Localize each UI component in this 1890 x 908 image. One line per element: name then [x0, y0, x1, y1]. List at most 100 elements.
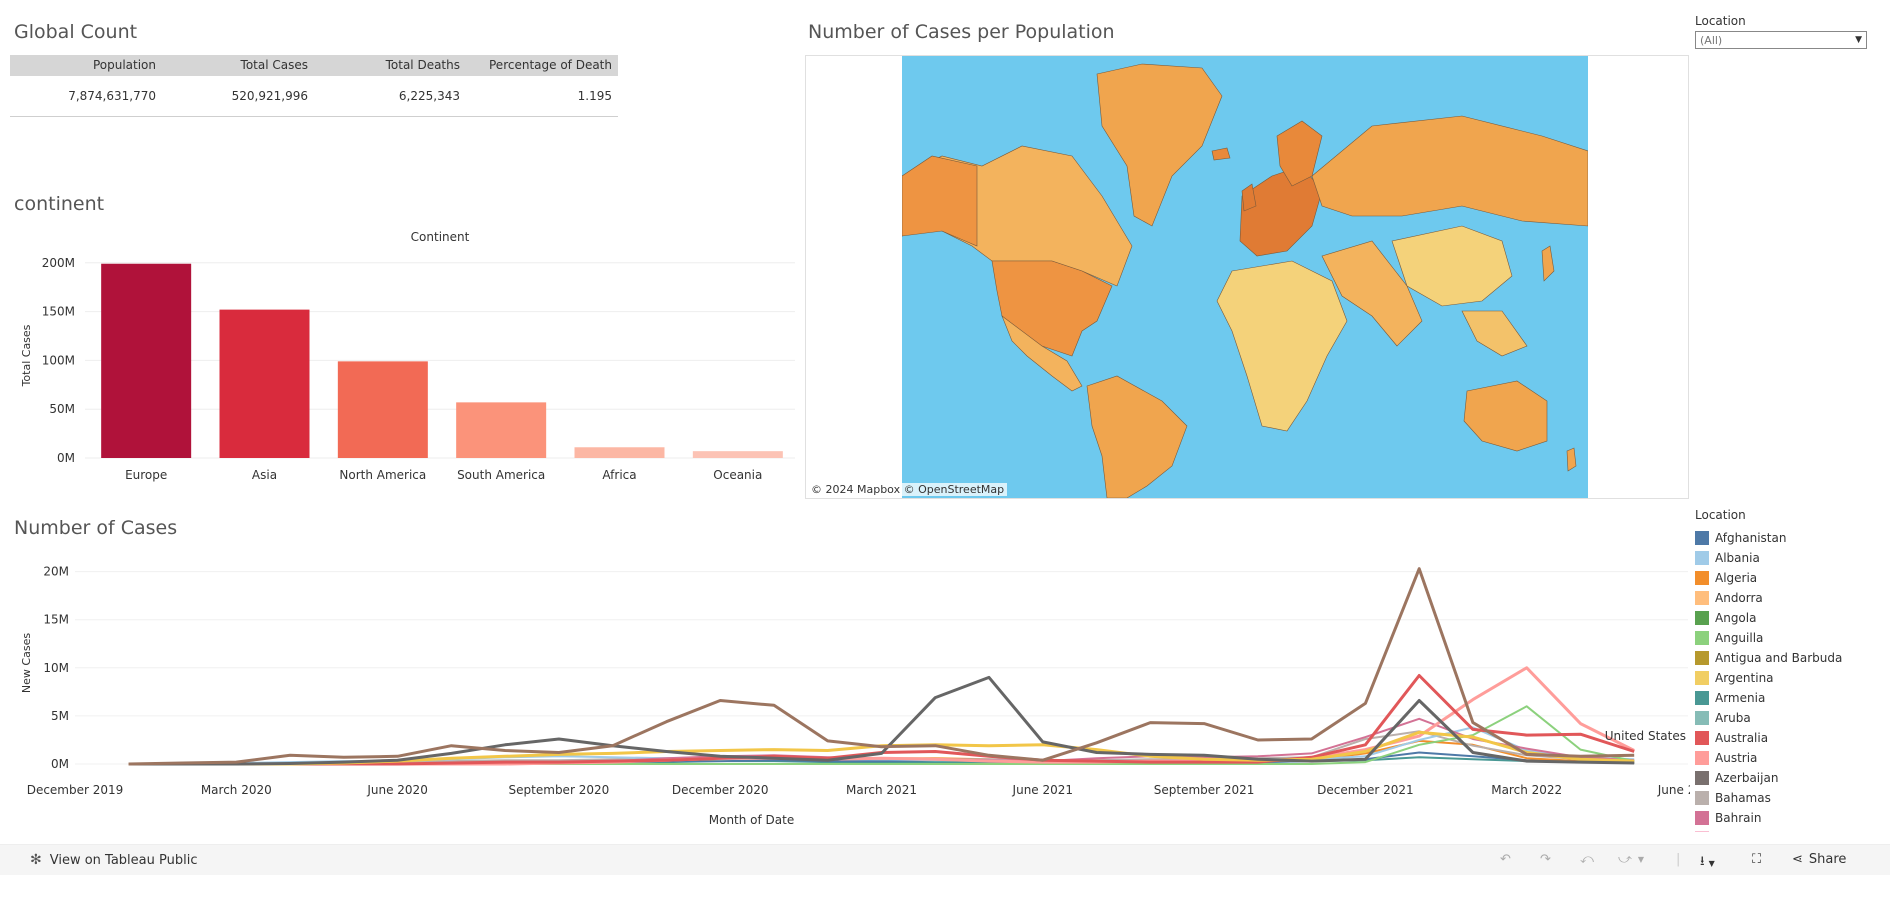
chevron-down-icon: ▼ [1637, 855, 1645, 864]
location-dropdown-value: (All) [1700, 33, 1723, 47]
revert-icon: ⤺ [1580, 852, 1594, 867]
view-on-tableau-button[interactable]: ✻ View on Tableau Public [30, 852, 197, 868]
osm-attribution[interactable]: © OpenStreetMap [903, 483, 1005, 496]
bar-category-label: Africa [602, 468, 636, 482]
russia [1311, 115, 1588, 227]
china [1391, 225, 1513, 307]
line-xtick-label: June 2021 [1012, 783, 1074, 797]
bar-africa [574, 447, 665, 458]
share-button[interactable]: ⋖ Share [1792, 852, 1846, 867]
redo-button[interactable]: ↷ [1540, 852, 1551, 867]
legend-item[interactable]: Antigua and Barbuda [1695, 648, 1875, 668]
line-annotation: United States [1605, 729, 1686, 743]
toolbar-divider: | [1676, 852, 1681, 867]
legend-item[interactable]: Angola [1695, 608, 1875, 628]
global-count-table: Population Total Cases Total Deaths Perc… [10, 55, 618, 117]
bar-category-label: South America [457, 468, 545, 482]
mapbox-attribution[interactable]: © 2024 Mapbox [811, 483, 901, 496]
legend-item[interactable]: Australia [1695, 728, 1875, 748]
location-legend: Location Afghanistan Albania Algeria Andorr… [1695, 508, 1875, 832]
legend-item[interactable]: Andorra [1695, 588, 1875, 608]
bar-category-label: Europe [125, 468, 167, 482]
legend-item-label: Azerbaijan [1715, 771, 1779, 785]
bar-chart-ylabel: Total Cases [20, 324, 33, 387]
continent-section-title: continent [14, 193, 105, 215]
bar-asia [219, 309, 310, 458]
legend-items: Afghanistan Albania Algeria Andorra Angola An… [1695, 528, 1875, 832]
view-on-tableau-label: View on Tableau Public [49, 852, 198, 868]
africa [1216, 260, 1348, 432]
legend-item[interactable]: Bahamas [1695, 788, 1875, 808]
legend-item-label: Angola [1715, 611, 1757, 625]
japan [1541, 245, 1555, 282]
legend-item[interactable]: Argentina [1695, 668, 1875, 688]
location-filter-label: Location [1695, 14, 1746, 28]
bar-oceania [692, 451, 783, 458]
bar-ytick-label: 0M [57, 451, 75, 465]
legend-item[interactable]: Armenia [1695, 688, 1875, 708]
redo-icon: ↷ [1540, 852, 1551, 867]
legend-swatch [1695, 631, 1709, 645]
line-chart-xlabel: Month of Date [709, 813, 795, 827]
legend-item-label: Albania [1715, 551, 1760, 565]
cases-per-population-map[interactable]: © 2024 Mapbox © OpenStreetMap [805, 55, 1689, 499]
legend-item[interactable]: Austria [1695, 748, 1875, 768]
line-ytick-label: 10M [43, 661, 69, 675]
bar-ytick-label: 150M [42, 305, 75, 319]
line-xtick-label: March 2020 [201, 783, 272, 797]
australia [1463, 380, 1548, 452]
legend-swatch [1695, 611, 1709, 625]
legend-item-label: Aruba [1715, 711, 1751, 725]
legend-item[interactable]: Afghanistan [1695, 528, 1875, 548]
line-xtick-label: December 2020 [672, 783, 769, 797]
legend-item-label: Algeria [1715, 571, 1758, 585]
legend-item-label: Armenia [1715, 691, 1766, 705]
refresh-button[interactable]: ⤻ ▼ [1618, 852, 1644, 867]
legend-item-label: Australia [1715, 731, 1769, 745]
alaska [902, 155, 978, 247]
legend-item[interactable]: Anguilla [1695, 628, 1875, 648]
legend-item[interactable]: Aruba [1695, 708, 1875, 728]
line-ytick-label: 5M [51, 709, 69, 723]
fullscreen-button[interactable]: ⛶ [1752, 852, 1761, 867]
greenland [1096, 63, 1223, 227]
series-australia [128, 674, 1635, 766]
location-dropdown[interactable]: (All) ▼ [1695, 31, 1867, 49]
continent-bar-chart[interactable]: Continent Total Cases 200M 150M 100M 50M 0M Eur… [0, 225, 800, 515]
legend-item[interactable]: Azerbaijan [1695, 768, 1875, 788]
series-united-states [128, 567, 1635, 766]
south-america [1086, 375, 1188, 498]
new-zealand [1566, 447, 1577, 472]
legend-swatch [1695, 691, 1709, 705]
legend-item-label: Bahrain [1715, 811, 1762, 825]
legend-swatch [1695, 591, 1709, 605]
legend-item-label: Afghanistan [1715, 531, 1787, 545]
legend-title: Location [1695, 508, 1746, 522]
map-canvas[interactable] [902, 56, 1588, 498]
legend-item[interactable]: Bangladesh [1695, 828, 1875, 832]
chevron-down-icon: ▼ [1855, 35, 1862, 45]
legend-swatch [1695, 551, 1709, 565]
legend-item-label: Andorra [1715, 591, 1763, 605]
value-population: 7,874,631,770 [68, 89, 156, 103]
middle-east-india [1321, 240, 1423, 347]
table-header-row: Population Total Cases Total Deaths Perc… [10, 55, 618, 76]
legend-swatch [1695, 711, 1709, 725]
undo-button[interactable]: ↶ [1500, 852, 1511, 867]
legend-item-label: Antigua and Barbuda [1715, 651, 1843, 665]
iceland [1211, 147, 1231, 161]
legend-item[interactable]: Algeria [1695, 568, 1875, 588]
revert-button[interactable]: ⤺ [1580, 852, 1594, 867]
value-total-deaths: 6,225,343 [398, 89, 460, 103]
bar-category-label: North America [339, 468, 426, 482]
line-xtick-label: December 2019 [27, 783, 124, 797]
legend-swatch [1695, 791, 1709, 805]
line-xtick-label: December 2021 [1317, 783, 1414, 797]
download-button[interactable]: ⭳ ▼ [1700, 852, 1715, 874]
legend-item[interactable]: Bahrain [1695, 808, 1875, 828]
map-title: Number of Cases per Population [808, 21, 1115, 43]
legend-item[interactable]: Albania [1695, 548, 1875, 568]
new-cases-line-chart[interactable]: New Cases 20M 15M 10M 5M 0M December 2019 March… [0, 548, 1690, 838]
legend-swatch [1695, 811, 1709, 825]
line-xtick-label: March 2022 [1491, 783, 1562, 797]
